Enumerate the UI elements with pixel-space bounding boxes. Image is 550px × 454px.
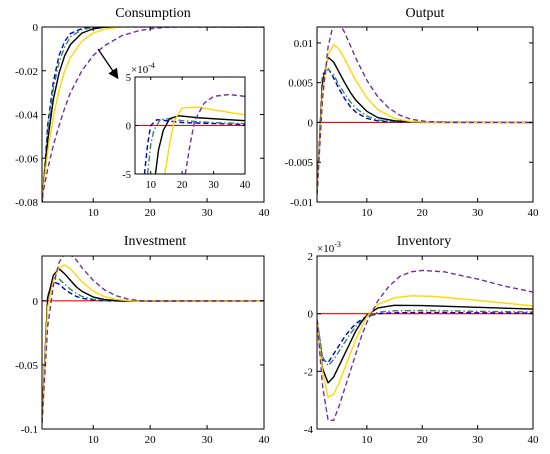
series-line-4 — [42, 264, 264, 423]
series-line-5 — [42, 256, 264, 423]
y-tick-label: -0.02 — [15, 66, 38, 78]
series-group — [135, 93, 245, 174]
y-tick-label: -4 — [304, 424, 314, 436]
series-line-1 — [143, 118, 245, 174]
x-tick-label: 40 — [259, 207, 271, 219]
x-tick-label: 10 — [361, 207, 373, 219]
x-tick-label: 10 — [145, 180, 156, 191]
y-tick-label: 2 — [308, 251, 314, 263]
x-tick-label: 20 — [177, 180, 188, 191]
x-tick-label: 10 — [361, 434, 373, 446]
x-tick-label: 20 — [417, 207, 429, 219]
x-tick-label: 40 — [528, 207, 540, 219]
x-tick-label: 30 — [472, 434, 484, 446]
series-line-5 — [317, 269, 533, 422]
plot-area: 10 20 30 40 0 -0.05 -0.1 — [15, 255, 271, 446]
y-tick-label: -0.08 — [15, 197, 38, 209]
series-group — [42, 256, 264, 423]
series-line-2 — [42, 278, 264, 423]
y-tick-label: -0.1 — [21, 424, 38, 436]
series-line-4 — [317, 43, 533, 195]
x-tick-label: 10 — [88, 207, 100, 219]
y-tick-label: -2 — [304, 366, 313, 378]
axes-frame — [316, 255, 534, 430]
x-tick-label: 10 — [88, 434, 100, 446]
panel-output: Output 10 20 30 40 0.01 0.005 0 -0.005 -0.01 — [285, 6, 539, 219]
exponent-power: -4 — [148, 61, 155, 70]
x-tick-label: 30 — [472, 207, 484, 219]
x-tick-label: 40 — [259, 434, 271, 446]
series-line-3 — [317, 304, 533, 384]
series-line-5 — [184, 93, 245, 174]
series-line-1 — [42, 27, 264, 202]
y-tick-label: -5 — [122, 170, 131, 181]
panel-investment: Investment 10 20 30 40 0 -0.05 -0.1 — [15, 234, 270, 446]
series-line-1 — [317, 67, 533, 195]
y-tick-label: 0.005 — [288, 78, 313, 90]
y-tick-label: 0 — [308, 309, 314, 321]
series-line-2 — [317, 68, 533, 195]
panel-consumption: Consumption 10 20 30 40 0 -0.02 -0.04 -0.06 -0.0… — [15, 6, 270, 219]
y-tick-label: 0.01 — [294, 38, 313, 50]
series-line-2 — [317, 309, 533, 367]
y-tick-label: -0.01 — [290, 197, 313, 209]
chart-title: Output — [406, 6, 445, 21]
x-tick-label: 40 — [528, 434, 540, 446]
y-tick-label: -0.06 — [15, 153, 38, 165]
exponent-label: ×10-4 — [131, 61, 155, 76]
series-line-4 — [42, 27, 264, 200]
y-tick-label: 0 — [126, 122, 131, 133]
x-tick-label: 20 — [145, 434, 157, 446]
series-line-4 — [317, 295, 533, 398]
series-line-3 — [42, 268, 264, 423]
chart-title: Inventory — [397, 234, 451, 249]
y-tick-label: 0 — [33, 296, 39, 308]
exponent-label: ×10-3 — [317, 240, 341, 255]
x-tick-label: 40 — [240, 180, 251, 191]
y-tick-label: 0 — [308, 117, 314, 129]
y-tick-label: -0.04 — [15, 110, 38, 122]
axes-frame — [41, 255, 265, 430]
series-line-1 — [42, 280, 264, 423]
plot-area: 10 20 30 40 0 -0.02 -0.04 -0.06 -0.08 — [15, 22, 270, 219]
plot-area: 10 20 30 40 0.01 0.005 0 -0.005 -0.01 — [285, 26, 540, 219]
y-tick-label: -0.05 — [15, 360, 38, 372]
x-tick-label: 20 — [145, 207, 157, 219]
chart-title: Consumption — [115, 6, 190, 21]
callout-arrow — [97, 48, 119, 80]
axes-frame — [316, 26, 534, 203]
x-tick-label: 30 — [208, 180, 219, 191]
series-group — [317, 269, 533, 422]
series-line-3 — [154, 115, 245, 174]
series-line-5 — [42, 27, 264, 198]
y-tick-label: 5 — [126, 73, 131, 84]
x-tick-label: 30 — [202, 434, 214, 446]
series-line-2 — [42, 27, 264, 202]
y-tick-label: 0 — [33, 22, 39, 34]
series-line-2 — [146, 118, 245, 174]
exponent-power: -3 — [334, 240, 341, 249]
x-tick-label: 30 — [202, 207, 214, 219]
y-tick-label: -0.005 — [285, 157, 314, 169]
x-tick-label: 20 — [417, 434, 429, 446]
series-line-4 — [164, 106, 245, 174]
chart-title: Investment — [124, 234, 186, 249]
series-group — [317, 27, 533, 195]
series-line-3 — [317, 56, 533, 195]
series-line-5 — [317, 27, 533, 195]
series-line-1 — [317, 311, 533, 364]
